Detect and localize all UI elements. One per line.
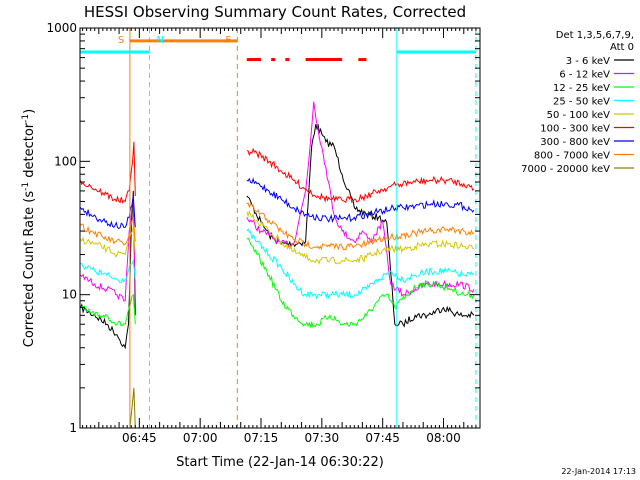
series-line-3-segment-0 — [80, 258, 136, 284]
series-line-4-segment-1 — [246, 209, 475, 265]
plot-frame — [79, 27, 481, 429]
x-tick-label-2: 07:15 — [244, 431, 279, 445]
series-line-6-segment-0 — [80, 195, 136, 230]
y-tick-label-1: 10 — [62, 288, 77, 302]
y-axis-label-main: Corrected Count Rate (s — [22, 191, 37, 348]
legend-label-4: 50 - 100 keV — [547, 110, 611, 121]
legend-label-3: 25 - 50 keV — [553, 97, 610, 108]
series-line-4-segment-0 — [80, 227, 136, 259]
y-axis-label-end: ) — [22, 109, 37, 114]
series-line-2-segment-0 — [80, 293, 136, 327]
legend-label-6: 300 - 800 keV — [540, 137, 610, 148]
y-axis-label-sup1: -1 — [21, 182, 31, 191]
x-axis-label: Start Time (22-Jan-14 06:30:22) — [176, 455, 384, 470]
legend-label-1: 6 - 12 keV — [559, 70, 610, 81]
legend-label-0: 3 - 6 keV — [566, 56, 610, 67]
legend-label-5: 100 - 300 keV — [540, 124, 610, 135]
series-line-0-segment-1 — [246, 123, 475, 328]
y-axis-label-sup2: -1 — [21, 114, 31, 123]
legend-label-2: 12 - 25 keV — [553, 83, 610, 94]
y-tick-label-0: 1 — [69, 421, 77, 435]
series-line-6-segment-1 — [246, 177, 475, 223]
y-axis-label-mid: detector — [22, 122, 37, 182]
series-line-1-segment-1 — [246, 101, 475, 297]
legend-header-1: Att 0 — [610, 42, 634, 53]
legend-label-8: 7000 - 20000 keV — [521, 164, 610, 175]
series-line-7-segment-0 — [80, 217, 136, 246]
series-line-7-segment-1 — [246, 202, 475, 251]
series-line-5-segment-1 — [246, 147, 475, 204]
x-tick-label-1: 07:00 — [183, 431, 218, 445]
x-tick-label-3: 07:30 — [305, 431, 340, 445]
y-tick-label-3: 1000 — [46, 21, 77, 35]
flag-label-0: S — [118, 35, 124, 46]
flag-label-1: N — [156, 35, 163, 46]
series-line-3-segment-1 — [246, 228, 475, 300]
chart-title: HESSI Observing Summary Count Rates, Cor… — [84, 3, 466, 21]
x-tick-label-0: 06:45 — [122, 431, 157, 445]
legend-header-0: Det 1,3,5,6,7,9, — [556, 30, 634, 41]
legend-label-7: 800 - 7000 keV — [534, 151, 610, 162]
legend: Det 1,3,5,6,7,9,Att 03 - 6 keV 6 - 12 keV… — [521, 30, 634, 175]
series-line-2-segment-1 — [246, 237, 475, 329]
series-line-5-segment-0 — [80, 141, 136, 204]
footer-date: 22-Jan-2014 17:13 — [561, 467, 636, 476]
series-line-1-segment-0 — [80, 195, 136, 302]
series-line-8-segment-0 — [129, 387, 136, 429]
x-tick-label-4: 07:45 — [365, 431, 400, 445]
x-tick-label-5: 08:00 — [426, 431, 461, 445]
y-axis-label: Corrected Count Rate (s-1 detector-1) — [21, 109, 37, 347]
flag-label-2: F — [225, 35, 231, 46]
y-tick-label-2: 100 — [54, 154, 77, 168]
